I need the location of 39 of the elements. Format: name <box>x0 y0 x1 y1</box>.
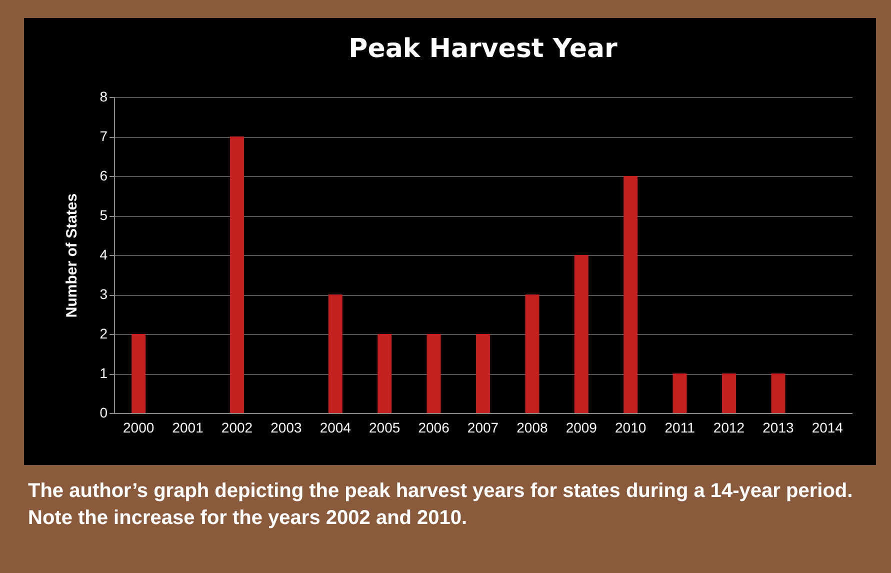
x-tick-label: 2001 <box>172 420 204 436</box>
bar <box>525 294 540 413</box>
bar <box>426 334 441 413</box>
y-axis-title: Number of States <box>64 193 81 318</box>
bar <box>132 334 146 413</box>
x-tick-label: 2005 <box>369 420 400 436</box>
y-tick-label: 2 <box>100 326 108 342</box>
bar <box>328 294 342 413</box>
y-tick-label: 5 <box>100 207 108 223</box>
text: The author’s graph depicting the peak harvest years for states during a 14-year period. Note the increase for the years 2002 and 2010. <box>28 479 854 531</box>
x-tick-label: 2010 <box>615 420 646 436</box>
y-tick-label: 0 <box>100 404 108 420</box>
y-tick-label: 1 <box>100 365 108 381</box>
y-tick-label: 6 <box>100 168 108 184</box>
y-tick-label: 8 <box>100 88 108 104</box>
x-tick-label: 2004 <box>320 420 352 436</box>
bar <box>624 176 638 413</box>
bar <box>771 374 786 413</box>
bar <box>378 334 392 413</box>
x-tick-label: 2006 <box>418 420 450 436</box>
bar <box>230 136 244 413</box>
x-tick-label: 2003 <box>270 420 302 436</box>
y-tick-label: 7 <box>100 128 108 144</box>
bar <box>476 334 490 413</box>
bar <box>722 374 736 413</box>
x-tick-label: 2007 <box>467 420 499 436</box>
x-tick-label: 2009 <box>566 420 598 436</box>
y-tick-label: 4 <box>100 246 108 262</box>
x-tick-label: 2014 <box>812 420 844 436</box>
bar <box>672 374 687 413</box>
x-tick-label: 2012 <box>713 420 745 436</box>
x-tick-label: 2000 <box>123 420 154 436</box>
x-tick-label: 2008 <box>516 420 548 436</box>
bar <box>574 255 588 413</box>
y-tick-label: 3 <box>100 286 108 302</box>
chart-title: Peak Harvest Year <box>348 34 618 64</box>
x-tick-label: 2011 <box>664 420 696 436</box>
x-tick-label: 2013 <box>762 420 794 436</box>
x-tick-label: 2002 <box>221 420 253 436</box>
